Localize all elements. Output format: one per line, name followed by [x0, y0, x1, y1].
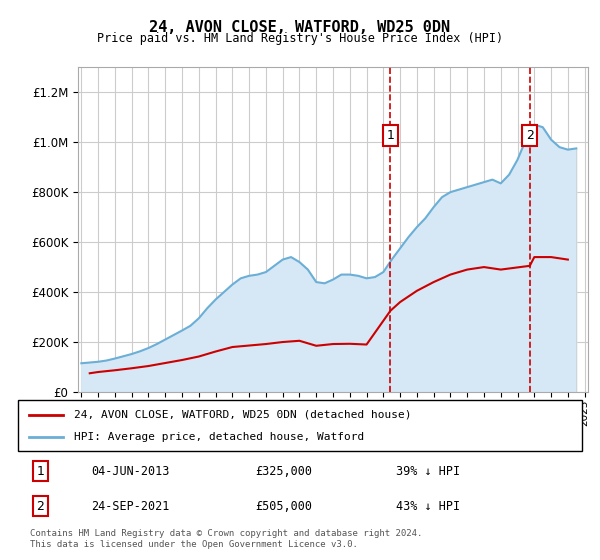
Text: 2: 2 [37, 500, 44, 512]
Text: 39% ↓ HPI: 39% ↓ HPI [396, 465, 460, 478]
Text: 04-JUN-2013: 04-JUN-2013 [91, 465, 170, 478]
Text: 24, AVON CLOSE, WATFORD, WD25 0DN (detached house): 24, AVON CLOSE, WATFORD, WD25 0DN (detac… [74, 409, 412, 419]
Text: Price paid vs. HM Land Registry's House Price Index (HPI): Price paid vs. HM Land Registry's House … [97, 32, 503, 45]
Text: 24, AVON CLOSE, WATFORD, WD25 0DN: 24, AVON CLOSE, WATFORD, WD25 0DN [149, 20, 451, 35]
Text: £325,000: £325,000 [255, 465, 312, 478]
FancyBboxPatch shape [18, 400, 582, 451]
Text: HPI: Average price, detached house, Watford: HPI: Average price, detached house, Watf… [74, 432, 365, 442]
Text: 43% ↓ HPI: 43% ↓ HPI [396, 500, 460, 512]
Text: 1: 1 [386, 129, 394, 142]
Text: 1: 1 [37, 465, 44, 478]
Text: 24-SEP-2021: 24-SEP-2021 [91, 500, 170, 512]
Text: £505,000: £505,000 [255, 500, 312, 512]
Text: 2: 2 [526, 129, 534, 142]
Text: Contains HM Land Registry data © Crown copyright and database right 2024.
This d: Contains HM Land Registry data © Crown c… [30, 529, 422, 549]
